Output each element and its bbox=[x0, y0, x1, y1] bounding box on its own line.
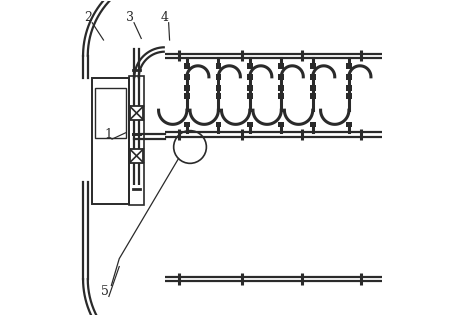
Bar bbox=[346, 122, 352, 127]
Bar bbox=[215, 93, 221, 99]
Bar bbox=[184, 85, 190, 91]
Bar bbox=[279, 93, 284, 99]
Bar bbox=[215, 74, 221, 80]
Bar bbox=[279, 85, 284, 91]
Text: 3: 3 bbox=[126, 11, 134, 25]
Bar bbox=[247, 85, 252, 91]
Bar bbox=[310, 63, 316, 69]
Bar bbox=[215, 85, 221, 91]
Bar bbox=[279, 122, 284, 127]
Text: 2: 2 bbox=[85, 11, 93, 25]
Bar bbox=[247, 74, 252, 80]
Bar bbox=[130, 106, 144, 120]
Text: 5: 5 bbox=[101, 285, 109, 298]
Bar bbox=[310, 93, 316, 99]
Bar bbox=[184, 63, 190, 69]
Text: 4: 4 bbox=[161, 11, 169, 25]
Bar bbox=[279, 74, 284, 80]
Bar bbox=[247, 63, 252, 69]
Bar bbox=[93, 78, 129, 204]
Bar bbox=[184, 122, 190, 127]
Bar bbox=[279, 63, 284, 69]
Bar bbox=[310, 74, 316, 80]
Bar bbox=[129, 76, 145, 205]
Bar bbox=[184, 74, 190, 80]
Bar bbox=[346, 85, 352, 91]
Bar bbox=[247, 122, 252, 127]
Bar bbox=[310, 122, 316, 127]
Bar bbox=[95, 88, 126, 138]
Bar bbox=[184, 93, 190, 99]
Bar bbox=[130, 149, 144, 163]
Bar bbox=[215, 122, 221, 127]
Bar bbox=[215, 63, 221, 69]
Bar bbox=[346, 93, 352, 99]
Bar bbox=[310, 85, 316, 91]
Bar bbox=[346, 74, 352, 80]
Text: 1: 1 bbox=[104, 128, 112, 141]
Bar bbox=[346, 63, 352, 69]
Bar bbox=[247, 93, 252, 99]
